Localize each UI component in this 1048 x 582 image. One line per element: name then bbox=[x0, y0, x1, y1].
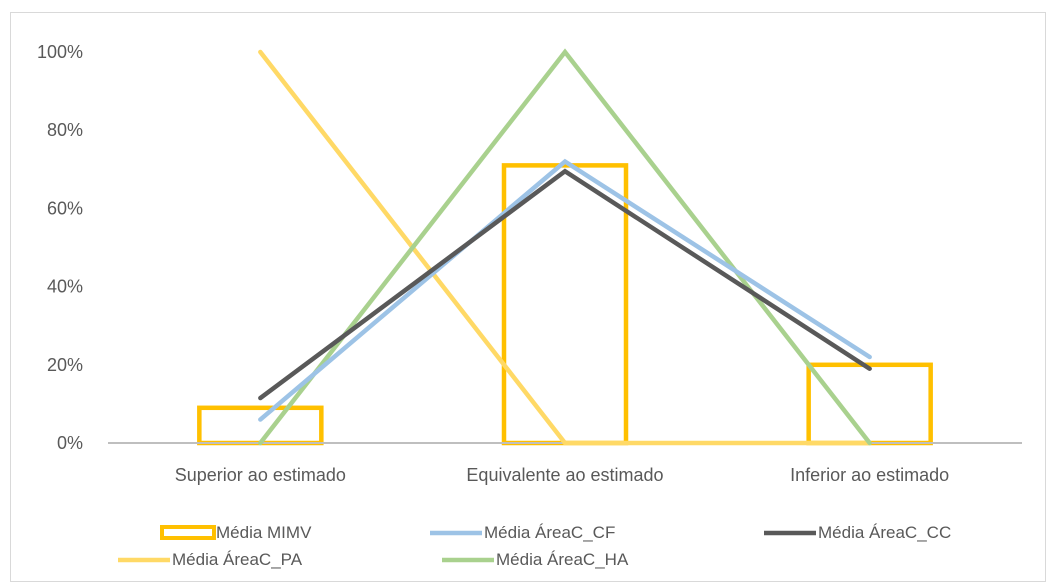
series-line-mdiareaccf bbox=[258, 158, 872, 422]
y-tick-label: 80% bbox=[47, 120, 83, 140]
series-line-mdiareacha bbox=[258, 48, 872, 446]
x-category-label: Inferior ao estimado bbox=[790, 465, 949, 485]
y-tick-label: 100% bbox=[37, 42, 83, 62]
y-tick-label: 60% bbox=[47, 198, 83, 218]
series-line-mdiareaccc bbox=[258, 168, 872, 401]
y-tick-label: 40% bbox=[47, 277, 83, 297]
y-tick-label: 0% bbox=[57, 433, 83, 453]
bar-mimv bbox=[197, 405, 324, 446]
x-category-label: Superior ao estimado bbox=[175, 465, 346, 485]
y-tick-label: 20% bbox=[47, 355, 83, 375]
bar-mimv bbox=[501, 163, 629, 446]
bar-mimv bbox=[806, 362, 933, 446]
series-line-mdiareacpa bbox=[258, 49, 872, 446]
x-category-label: Equivalente ao estimado bbox=[466, 465, 663, 485]
